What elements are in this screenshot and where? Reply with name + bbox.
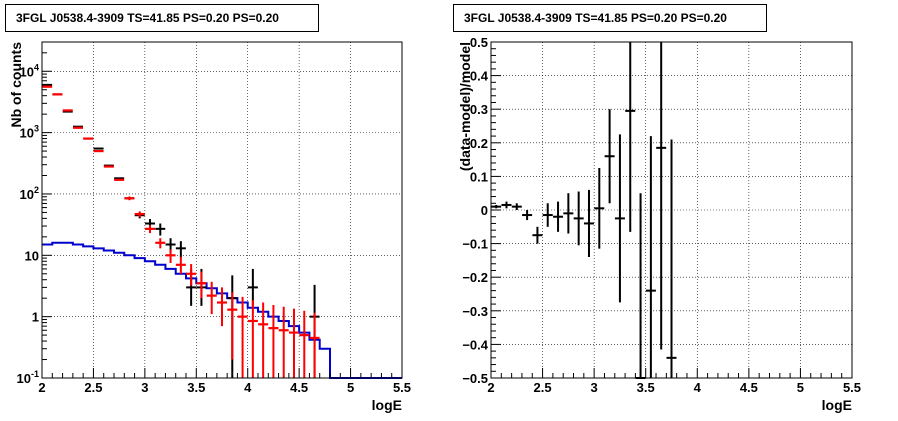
- left-y-tick-label: 10: [25, 248, 39, 263]
- left-model-point: [237, 296, 248, 378]
- right-y-tick-label: −0.5: [462, 371, 488, 386]
- right-y-tick-label: 0.3: [470, 102, 488, 117]
- left-model-point: [289, 308, 299, 378]
- left-model-point: [278, 306, 289, 378]
- right-residual-point: [542, 203, 553, 227]
- right-x-tick-label: 2: [487, 380, 494, 395]
- left-data-point: [155, 223, 166, 236]
- right-chart-title: 3FGL J0538.4-3909 TS=41.85 PS=0.20 PS=0.…: [453, 4, 767, 32]
- right-y-tick-label: −0.2: [462, 270, 488, 285]
- left-chart-title: 3FGL J0538.4-3909 TS=41.85 PS=0.20 PS=0.…: [5, 4, 319, 32]
- left-model-point: [206, 281, 217, 315]
- left-x-tick-label: 5: [347, 380, 354, 395]
- right-residual-point: [522, 210, 533, 221]
- right-residual-point: [532, 226, 543, 244]
- left-model-point: [124, 196, 135, 201]
- right-y-tick-label: 0.4: [470, 69, 489, 84]
- left-model-point: [247, 300, 258, 378]
- left-model-point: [299, 310, 310, 378]
- right-residual-point: [511, 203, 522, 210]
- right-y-tick-label: −0.1: [462, 237, 488, 252]
- left-plot-frame: [41, 41, 403, 379]
- left-x-tick-label: 4.5: [290, 380, 308, 395]
- left-model-point: [155, 238, 166, 249]
- left-model-point: [258, 302, 269, 378]
- right-x-tick-label: 3.5: [637, 380, 655, 395]
- left-x-tick-label: 4: [244, 380, 252, 395]
- right-y-tick-label: 0: [481, 203, 488, 218]
- left-model-point: [145, 225, 155, 234]
- right-residual-point: [604, 109, 615, 204]
- right-x-tick-label: 5.5: [843, 380, 861, 395]
- left-y-tick-label: 1: [32, 310, 39, 325]
- left-y-axis-label: Nb of counts: [8, 42, 24, 128]
- left-model-point: [268, 304, 279, 378]
- right-x-tick-label: 4: [694, 380, 702, 395]
- left-x-tick-label: 3: [141, 380, 148, 395]
- right-x-tick-label: 4.5: [740, 380, 758, 395]
- right-residual-point: [625, 42, 636, 232]
- right-x-axis-label: logE: [822, 397, 852, 413]
- left-data-point: [175, 241, 186, 259]
- right-residual-point: [594, 168, 605, 249]
- right-y-axis-label: (data-model)/model: [457, 42, 473, 171]
- right-x-tick-label: 2.5: [534, 380, 552, 395]
- right-residual-point: [491, 204, 502, 209]
- right-residual-point: [501, 201, 512, 209]
- right-residual-point: [563, 193, 574, 234]
- left-model-point: [186, 264, 197, 286]
- right-x-tick-label: 5: [797, 380, 804, 395]
- left-model-point: [196, 271, 207, 299]
- left-y-tick-label: 10-1: [17, 369, 39, 386]
- right-y-tick-label: 0.2: [470, 136, 488, 151]
- left-x-tick-label: 2.5: [84, 380, 102, 395]
- right-residual-point: [614, 134, 625, 303]
- right-residual-point: [573, 191, 584, 246]
- left-model-point: [165, 249, 176, 263]
- right-residual-point: [583, 189, 594, 258]
- right-x-tick-label: 3: [591, 380, 598, 395]
- right-residual-point: [645, 136, 656, 378]
- right-residual-point: [553, 201, 564, 232]
- right-y-tick-label: 0.5: [470, 35, 488, 50]
- left-model-point: [175, 256, 186, 274]
- left-background-model-line: [42, 241, 402, 379]
- left-y-tick-label: 102: [20, 185, 39, 202]
- left-y-tick-label: 104: [20, 62, 39, 79]
- left-x-tick-label: 5.5: [393, 380, 411, 395]
- left-x-tick-label: 3.5: [187, 380, 205, 395]
- left-model-point: [309, 312, 320, 378]
- left-model-point: [217, 287, 227, 327]
- right-y-tick-label: 0.1: [470, 169, 488, 184]
- right-y-tick-label: −0.4: [462, 337, 488, 352]
- left-data-point: [247, 268, 258, 306]
- left-model-point: [134, 211, 145, 218]
- left-x-axis-label: logE: [372, 397, 402, 413]
- left-model-point: [227, 292, 238, 360]
- left-x-tick-label: 2: [38, 380, 45, 395]
- right-residual-point: [666, 139, 677, 378]
- left-y-tick-label: 103: [20, 124, 39, 141]
- right-y-tick-label: −0.3: [462, 304, 488, 319]
- right-residual-point: [656, 42, 667, 350]
- left-plot-area: [42, 42, 402, 378]
